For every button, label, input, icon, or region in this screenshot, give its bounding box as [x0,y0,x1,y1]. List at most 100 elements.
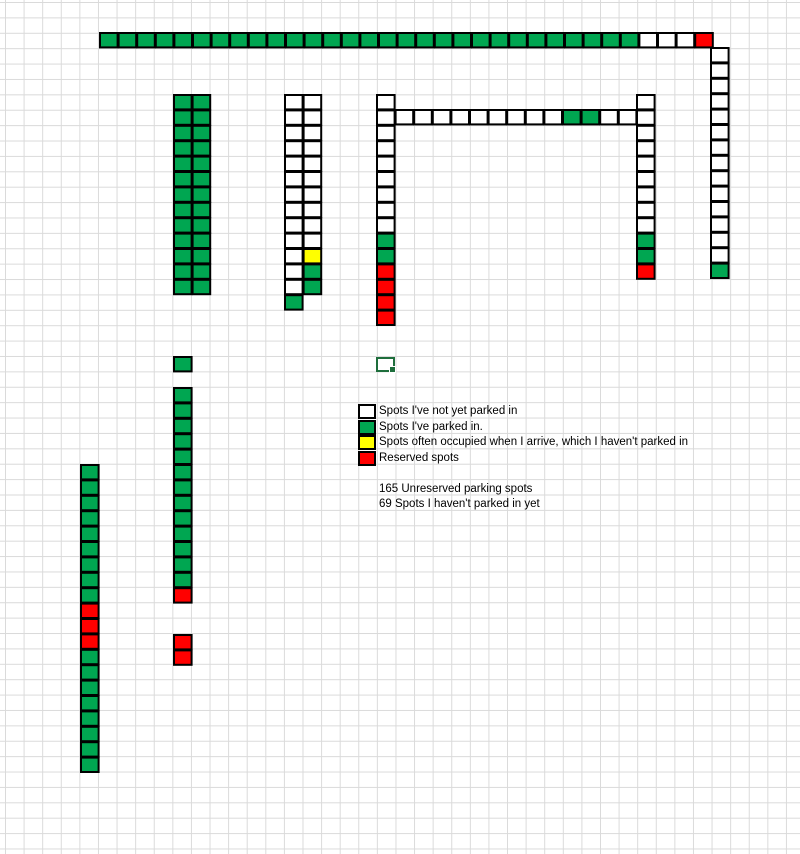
summary-unreserved-count: 165 Unreserved parking spots [379,483,533,495]
spot-parked [396,32,417,49]
spot-parked [636,248,656,265]
spot-reserved [376,294,396,311]
spot-parked [173,541,193,558]
spot-not-parked [284,109,304,126]
spot-parked [433,32,454,49]
spot-parked [173,94,193,111]
spot-parked [229,32,249,49]
legend-label-not-parked: Spots I've not yet parked in [379,405,518,417]
spot-parked [173,201,193,219]
spot-parked [191,278,212,296]
spot-parked [80,756,100,773]
spot-parked [173,433,193,450]
spot-parked [619,32,640,49]
legend-swatch-parked [358,420,376,435]
spot-reserved [173,587,193,604]
spot-not-parked [376,109,396,126]
spot-parked [266,32,286,49]
legend-swatch-often-occupied [358,435,376,450]
spot-parked [191,109,212,126]
spot-parked [80,679,100,696]
spot-parked [80,479,100,496]
spot-not-parked [302,94,323,111]
spot-reserved [173,649,193,666]
spot-parked [359,32,379,49]
spot-parked [80,556,100,573]
spot-parked [136,32,156,49]
spot-not-parked [636,109,656,126]
spot-not-parked [710,185,730,203]
spot-not-parked [638,32,659,49]
spot-not-parked [284,248,304,265]
spot-parked [173,571,193,589]
spot-reserved [376,263,396,280]
spot-not-parked [543,109,564,126]
spot-not-parked [284,155,304,173]
spot-parked [173,387,193,404]
spot-not-parked [284,124,304,142]
spot-parked [191,124,212,142]
spot-parked [508,32,528,49]
spot-not-parked [376,201,396,219]
spot-parked [247,32,268,49]
spot-not-parked [431,109,452,126]
spot-parked [173,402,193,419]
spot-parked [173,356,193,373]
spot-parked [710,262,730,280]
spot-parked [173,525,193,542]
spot-parked [415,32,435,49]
spot-not-parked [376,140,396,157]
selected-cell-cursor[interactable] [376,357,396,373]
spot-parked [191,201,212,219]
spot-parked [376,248,396,265]
spot-parked [210,32,231,49]
spot-not-parked [636,124,656,142]
spot-not-parked [710,108,730,125]
spot-not-parked [636,171,656,188]
spot-not-parked [302,140,323,157]
spot-not-parked [710,247,730,264]
spot-not-parked [413,109,433,126]
spot-parked [80,587,100,604]
legend-label-reserved: Reserved spots [379,452,459,464]
spot-not-parked [450,109,470,126]
spot-parked [80,464,100,481]
spot-parked [191,217,212,234]
spot-parked [191,263,212,280]
spot-parked [191,155,212,173]
legend-label-often-occupied: Spots often occupied when I arrive, whic… [379,436,689,448]
spot-not-parked [469,109,489,126]
spot-not-parked [376,124,396,142]
spot-not-parked [710,201,730,218]
spot-parked [173,556,193,573]
spot-parked [191,140,212,157]
spot-parked [173,248,193,265]
spot-not-parked [710,231,730,249]
spot-parked [285,32,305,49]
spot-reserved [694,32,714,49]
spot-not-parked [284,263,304,280]
spot-reserved [80,602,100,619]
spot-not-parked [710,62,730,79]
spot-not-parked [284,232,304,250]
spot-reserved [173,634,193,651]
spot-not-parked [710,124,730,141]
spot-parked [471,32,491,49]
spot-parked [340,32,361,49]
spot-not-parked [636,94,656,111]
spot-parked [191,232,212,250]
spot-parked [191,248,212,265]
spot-parked [173,217,193,234]
spot-parked [173,479,193,496]
spot-parked [562,109,582,126]
spot-not-parked [302,201,323,219]
spot-parked [80,525,100,542]
spot-parked [173,278,193,296]
spot-not-parked [710,154,730,172]
spot-not-parked [636,155,656,173]
spot-parked [545,32,566,49]
spot-parked [80,741,100,758]
spot-not-parked [302,109,323,126]
spot-parked [80,510,100,527]
spot-parked [80,664,100,681]
